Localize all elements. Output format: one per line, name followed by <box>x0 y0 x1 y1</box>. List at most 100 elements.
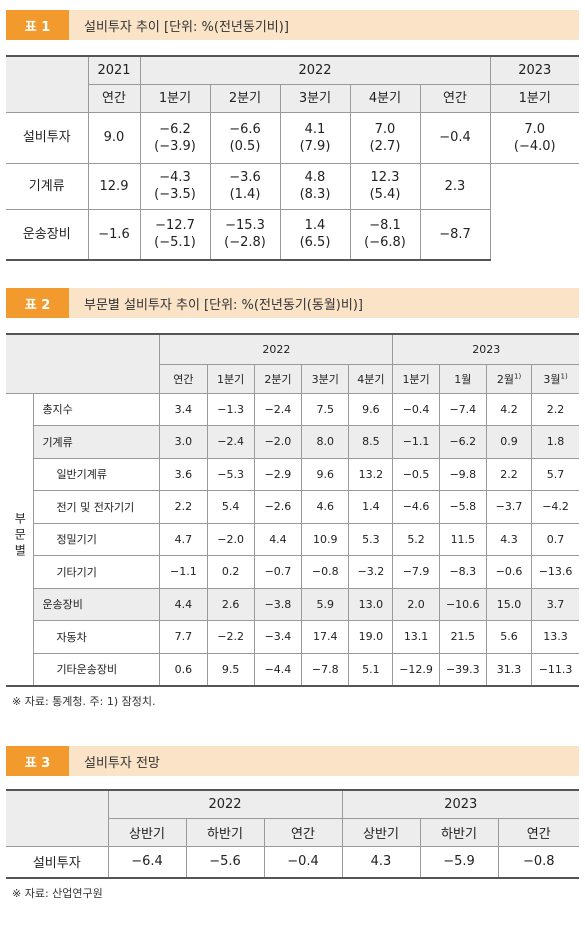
table2-year-2023: 2023 <box>392 333 579 365</box>
table-row: 설비투자 9.0 −6.2 (−3.9) −6.6 (0.5) 4.1 (7.9… <box>6 111 579 164</box>
table-cell: −3.6 (1.4) <box>209 162 281 210</box>
table-cell: −2.4 <box>253 392 303 426</box>
table-cell: 17.4 <box>301 620 350 654</box>
table-cell: 2.2 <box>531 392 579 426</box>
table2-subhead-label: 3월 <box>543 372 561 386</box>
table-row: 기타운송장비 0.6 9.5 −4.4 −7.8 5.1 −12.9 −39.3 31.3 −11… <box>6 652 579 687</box>
table1-row-label: 운송장비 <box>6 208 89 261</box>
table1-title: 설비투자 추이 [단위: %(전년동기비)] <box>84 19 289 35</box>
table2-side-label: 부문별 <box>6 392 35 687</box>
table-cell: −4.4 <box>253 652 303 687</box>
table-cell: −0.8 <box>497 845 579 879</box>
table-cell: 3.0 <box>159 425 208 459</box>
table-cell: 9.6 <box>301 457 350 491</box>
table-cell: −2.2 <box>206 620 255 654</box>
table-cell: −1.1 <box>392 425 440 459</box>
table2-row-label: 기타운송장비 <box>33 652 161 687</box>
table-cell: 4.6 <box>301 490 350 524</box>
table2-subhead: 1분기 <box>392 363 440 394</box>
table-cell: 13.1 <box>392 620 440 654</box>
table-cell: −10.6 <box>438 587 487 621</box>
table-cell: 1.4 <box>348 490 394 524</box>
table-cell: 5.2 <box>392 522 440 556</box>
table2-row-label: 기타기기 <box>33 555 161 589</box>
table-cell: 7.0 (−4.0) <box>489 111 579 164</box>
table-cell: −15.3 (−2.8) <box>209 208 281 261</box>
table-cell: 3.6 <box>159 457 208 491</box>
table3-subhead: 연간 <box>497 817 579 847</box>
table-cell: 7.5 <box>301 392 350 426</box>
table3-subhead: 상반기 <box>107 817 187 847</box>
table-cell: −4.2 <box>531 490 579 524</box>
table-cell: 2.3 <box>419 162 491 210</box>
table-row: 기계류 3.0 −2.4 −2.0 8.0 8.5 −1.1 −6.2 0.9 1.8 <box>6 425 579 459</box>
table1-row-label: 설비투자 <box>6 111 89 164</box>
table-cell: 3.4 <box>159 392 208 426</box>
table2-row-label: 정밀기기 <box>33 522 161 556</box>
table-row: 설비투자 −6.4 −5.6 −0.4 4.3 −5.9 −0.8 <box>6 845 579 879</box>
table-row: 부문별 총지수 3.4 −1.3 −2.4 7.5 9.6 −0.4 −7.4 4.2 2.2 <box>6 392 579 687</box>
table-cell: −7.9 <box>392 555 440 589</box>
footnote-marker: 1) <box>514 371 522 380</box>
table2-row-label: 기계류 <box>33 425 161 459</box>
table-cell: −2.6 <box>253 490 303 524</box>
table-cell: 4.4 <box>159 587 208 621</box>
table-cell: −5.9 <box>419 845 499 879</box>
table-cell: 8.5 <box>348 425 394 459</box>
table2-subhead: 연간 <box>159 363 208 394</box>
table3-title: 설비투자 전망 <box>84 755 160 771</box>
table1-subhead: 2분기 <box>209 83 281 113</box>
table2-row-label: 총지수 <box>33 392 161 426</box>
table-cell: 12.3 (5.4) <box>349 162 421 210</box>
table2-badge: 표 2 <box>6 288 69 318</box>
table2-header-band: 표 2 부문별 설비투자 추이 [단위: %(전년동기(동월)비)] <box>6 288 579 318</box>
table-cell: 8.0 <box>301 425 350 459</box>
table-row: 기타기기 −1.1 0.2 −0.7 −0.8 −3.2 −7.9 −8.3 −0.6 −13.6 <box>6 555 579 589</box>
table1-year-2021: 2021 <box>87 55 141 85</box>
table-cell: −4.3 (−3.5) <box>139 162 211 210</box>
table-cell: 7.0 (2.7) <box>349 111 421 164</box>
table-row: 정밀기기 4.7 −2.0 4.4 10.9 5.3 5.2 11.5 4.3 0.7 <box>6 522 579 556</box>
table-cell: −2.4 <box>206 425 255 459</box>
table-row: 자동차 7.7 −2.2 −3.4 17.4 19.0 13.1 21.5 5.6 13.3 <box>6 620 579 654</box>
table2-subhead: 4분기 <box>348 363 394 394</box>
table-cell: −2.9 <box>253 457 303 491</box>
table-cell: 15.0 <box>485 587 533 621</box>
table-cell: 5.3 <box>348 522 394 556</box>
table-cell: 4.4 <box>253 522 303 556</box>
table-cell: −6.2 <box>438 425 487 459</box>
table-cell: 4.7 <box>159 522 208 556</box>
table-row: 운송장비 4.4 2.6 −3.8 5.9 13.0 2.0 −10.6 15.0 3.7 <box>6 587 579 621</box>
table1-subhead: 3분기 <box>279 83 351 113</box>
table-cell: 2.2 <box>485 457 533 491</box>
table-cell: 0.6 <box>159 652 208 687</box>
table-cell: −0.4 <box>419 111 491 164</box>
table-cell: 5.7 <box>531 457 579 491</box>
table-cell: −1.6 <box>87 208 141 261</box>
table-cell: 19.0 <box>348 620 394 654</box>
table2-corner <box>6 333 161 394</box>
table-cell: −2.0 <box>206 522 255 556</box>
table2-row-label: 운송장비 <box>33 587 161 621</box>
table-row: 전기 및 전자기기 2.2 5.4 −2.6 4.6 1.4 −4.6 −5.8 −3.7 −4.… <box>6 490 579 524</box>
table-cell: −0.4 <box>263 845 343 879</box>
table-cell: 9.5 <box>206 652 255 687</box>
table-cell: 4.3 <box>341 845 421 879</box>
table-cell: −1.1 <box>159 555 208 589</box>
table-cell: 5.1 <box>348 652 394 687</box>
table2-subhead: 3분기 <box>301 363 350 394</box>
table2-subhead: 1분기 <box>206 363 255 394</box>
table-cell: −6.4 <box>107 845 187 879</box>
table2-subhead-label: 2월 <box>496 372 514 386</box>
table-row: 기계류 12.9 −4.3 (−3.5) −3.6 (1.4) 4.8 (8.3… <box>6 162 579 260</box>
table1-row-label: 기계류 <box>6 162 89 210</box>
table-cell: 10.9 <box>301 522 350 556</box>
table-cell: 5.6 <box>485 620 533 654</box>
table-cell: −0.7 <box>253 555 303 589</box>
table2-side-label-text: 부문별 <box>12 512 27 560</box>
table-cell: −5.6 <box>185 845 265 879</box>
table2-row-label: 자동차 <box>33 620 161 654</box>
table1-subhead: 연간 <box>419 83 491 113</box>
table-cell: −39.3 <box>438 652 487 687</box>
table-cell: 2.6 <box>206 587 255 621</box>
